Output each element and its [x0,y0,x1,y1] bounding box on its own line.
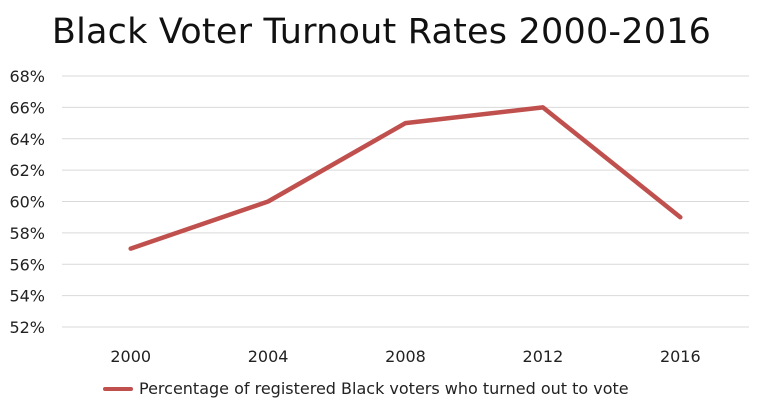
x-tick-label: 2008 [385,347,426,366]
chart-title: Black Voter Turnout Rates 2000-2016 [51,12,712,52]
y-tick-label: 60% [9,193,45,212]
x-axis-tick-labels: 2000 2004 2008 2012 2016 [110,347,700,366]
y-tick-label: 62% [9,161,45,180]
y-axis-tick-labels: 52% 54% 56% 58% 60% 62% 64% 66% 68% [9,67,45,337]
y-tick-label: 66% [9,98,45,117]
legend-swatch [103,386,133,391]
y-tick-label: 64% [9,130,45,149]
gridlines [62,75,749,328]
y-tick-label: 54% [9,287,45,306]
y-tick-label: 52% [9,318,45,337]
y-tick-label: 58% [9,224,45,243]
y-tick-label: 68% [9,67,45,86]
x-tick-label: 2004 [248,347,289,366]
x-tick-label: 2000 [110,347,151,366]
x-tick-label: 2012 [523,347,564,366]
y-tick-label: 56% [9,255,45,274]
series-lines [128,105,683,251]
legend-label: Percentage of registered Black voters wh… [139,379,629,398]
series-line [128,105,683,251]
legend: Percentage of registered Black voters wh… [103,379,629,398]
x-tick-label: 2016 [660,347,701,366]
